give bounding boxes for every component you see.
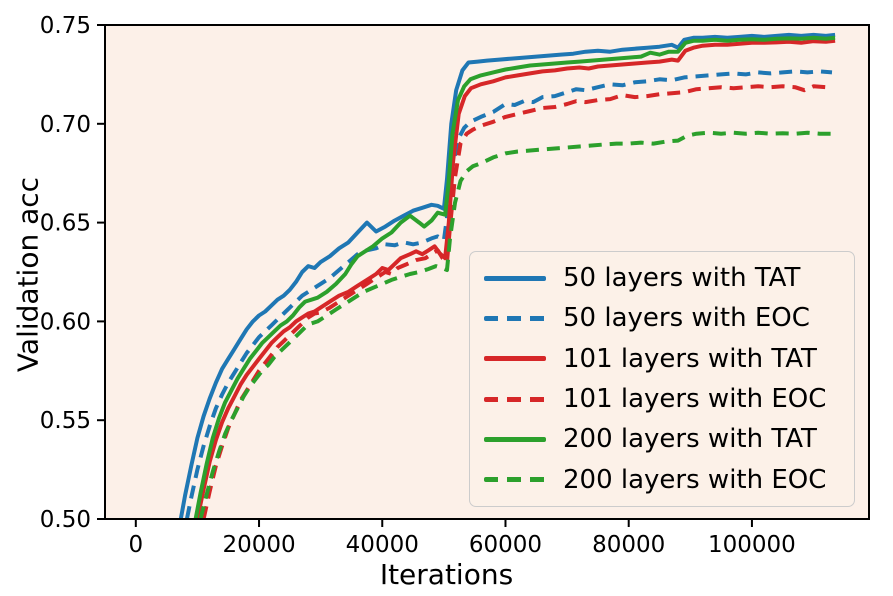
x-tick-label: 0 bbox=[128, 532, 143, 558]
series-line-101-layers-with-eoc bbox=[201, 84, 833, 519]
legend-label: 50 layers with EOC bbox=[563, 303, 810, 334]
legend-item-101-layers-with-tat: 101 layers with TAT bbox=[484, 346, 854, 372]
y-tick-label: 0.55 bbox=[40, 408, 91, 434]
series-group bbox=[178, 32, 836, 519]
solid-line-sample-icon bbox=[484, 356, 546, 362]
series-line-50-layers-with-eoc bbox=[184, 69, 833, 519]
dashed-line-sample-icon bbox=[484, 477, 546, 483]
series-line-200-layers-with-eoc bbox=[198, 130, 832, 519]
y-axis-title: Validation acc bbox=[11, 176, 45, 373]
solid-line-sample-icon bbox=[484, 275, 546, 281]
legend-item-101-layers-with-eoc: 101 layers with EOC bbox=[484, 386, 854, 412]
x-tick-label: 100000 bbox=[708, 532, 796, 558]
legend-label: 50 layers with TAT bbox=[563, 263, 801, 294]
y-tick-label: 0.60 bbox=[40, 309, 91, 335]
y-tick-label: 0.70 bbox=[40, 112, 91, 138]
legend-label: 101 layers with TAT bbox=[563, 343, 817, 374]
x-axis-title: Iterations bbox=[379, 558, 514, 591]
y-tick-label: 0.75 bbox=[40, 13, 91, 39]
x-tick-label: 60000 bbox=[469, 532, 542, 558]
legend-label: 200 layers with TAT bbox=[563, 424, 817, 455]
x-axis-ticks: 0 20000 40000 60000 80000 100000 bbox=[128, 519, 796, 558]
y-tick-label: 0.50 bbox=[40, 507, 91, 533]
series-line-200-layers-with-tat bbox=[193, 35, 836, 519]
legend: 50 layers with TAT 50 layers with EOC 101 … bbox=[469, 251, 855, 507]
legend-label: 200 layers with EOC bbox=[563, 464, 827, 495]
x-tick-label: 40000 bbox=[346, 532, 419, 558]
legend-item-50-layers-with-tat: 50 layers with TAT bbox=[484, 265, 854, 291]
y-tick-label: 0.65 bbox=[40, 211, 91, 237]
x-tick-label: 80000 bbox=[592, 532, 665, 558]
series-line-101-layers-with-tat bbox=[195, 38, 836, 519]
legend-item-200-layers-with-eoc: 200 layers with EOC bbox=[484, 467, 854, 493]
solid-line-sample-icon bbox=[484, 436, 546, 442]
axes-spines bbox=[104, 24, 870, 520]
legend-label: 101 layers with EOC bbox=[563, 384, 827, 415]
legend-item-50-layers-with-eoc: 50 layers with EOC bbox=[484, 305, 854, 331]
legend-item-200-layers-with-tat: 200 layers with TAT bbox=[484, 426, 854, 452]
dashed-line-sample-icon bbox=[484, 396, 546, 402]
x-tick-label: 20000 bbox=[222, 532, 295, 558]
dashed-line-sample-icon bbox=[484, 315, 546, 321]
y-axis-ticks: 0.50 0.55 0.60 0.65 0.70 0.75 bbox=[40, 13, 105, 533]
